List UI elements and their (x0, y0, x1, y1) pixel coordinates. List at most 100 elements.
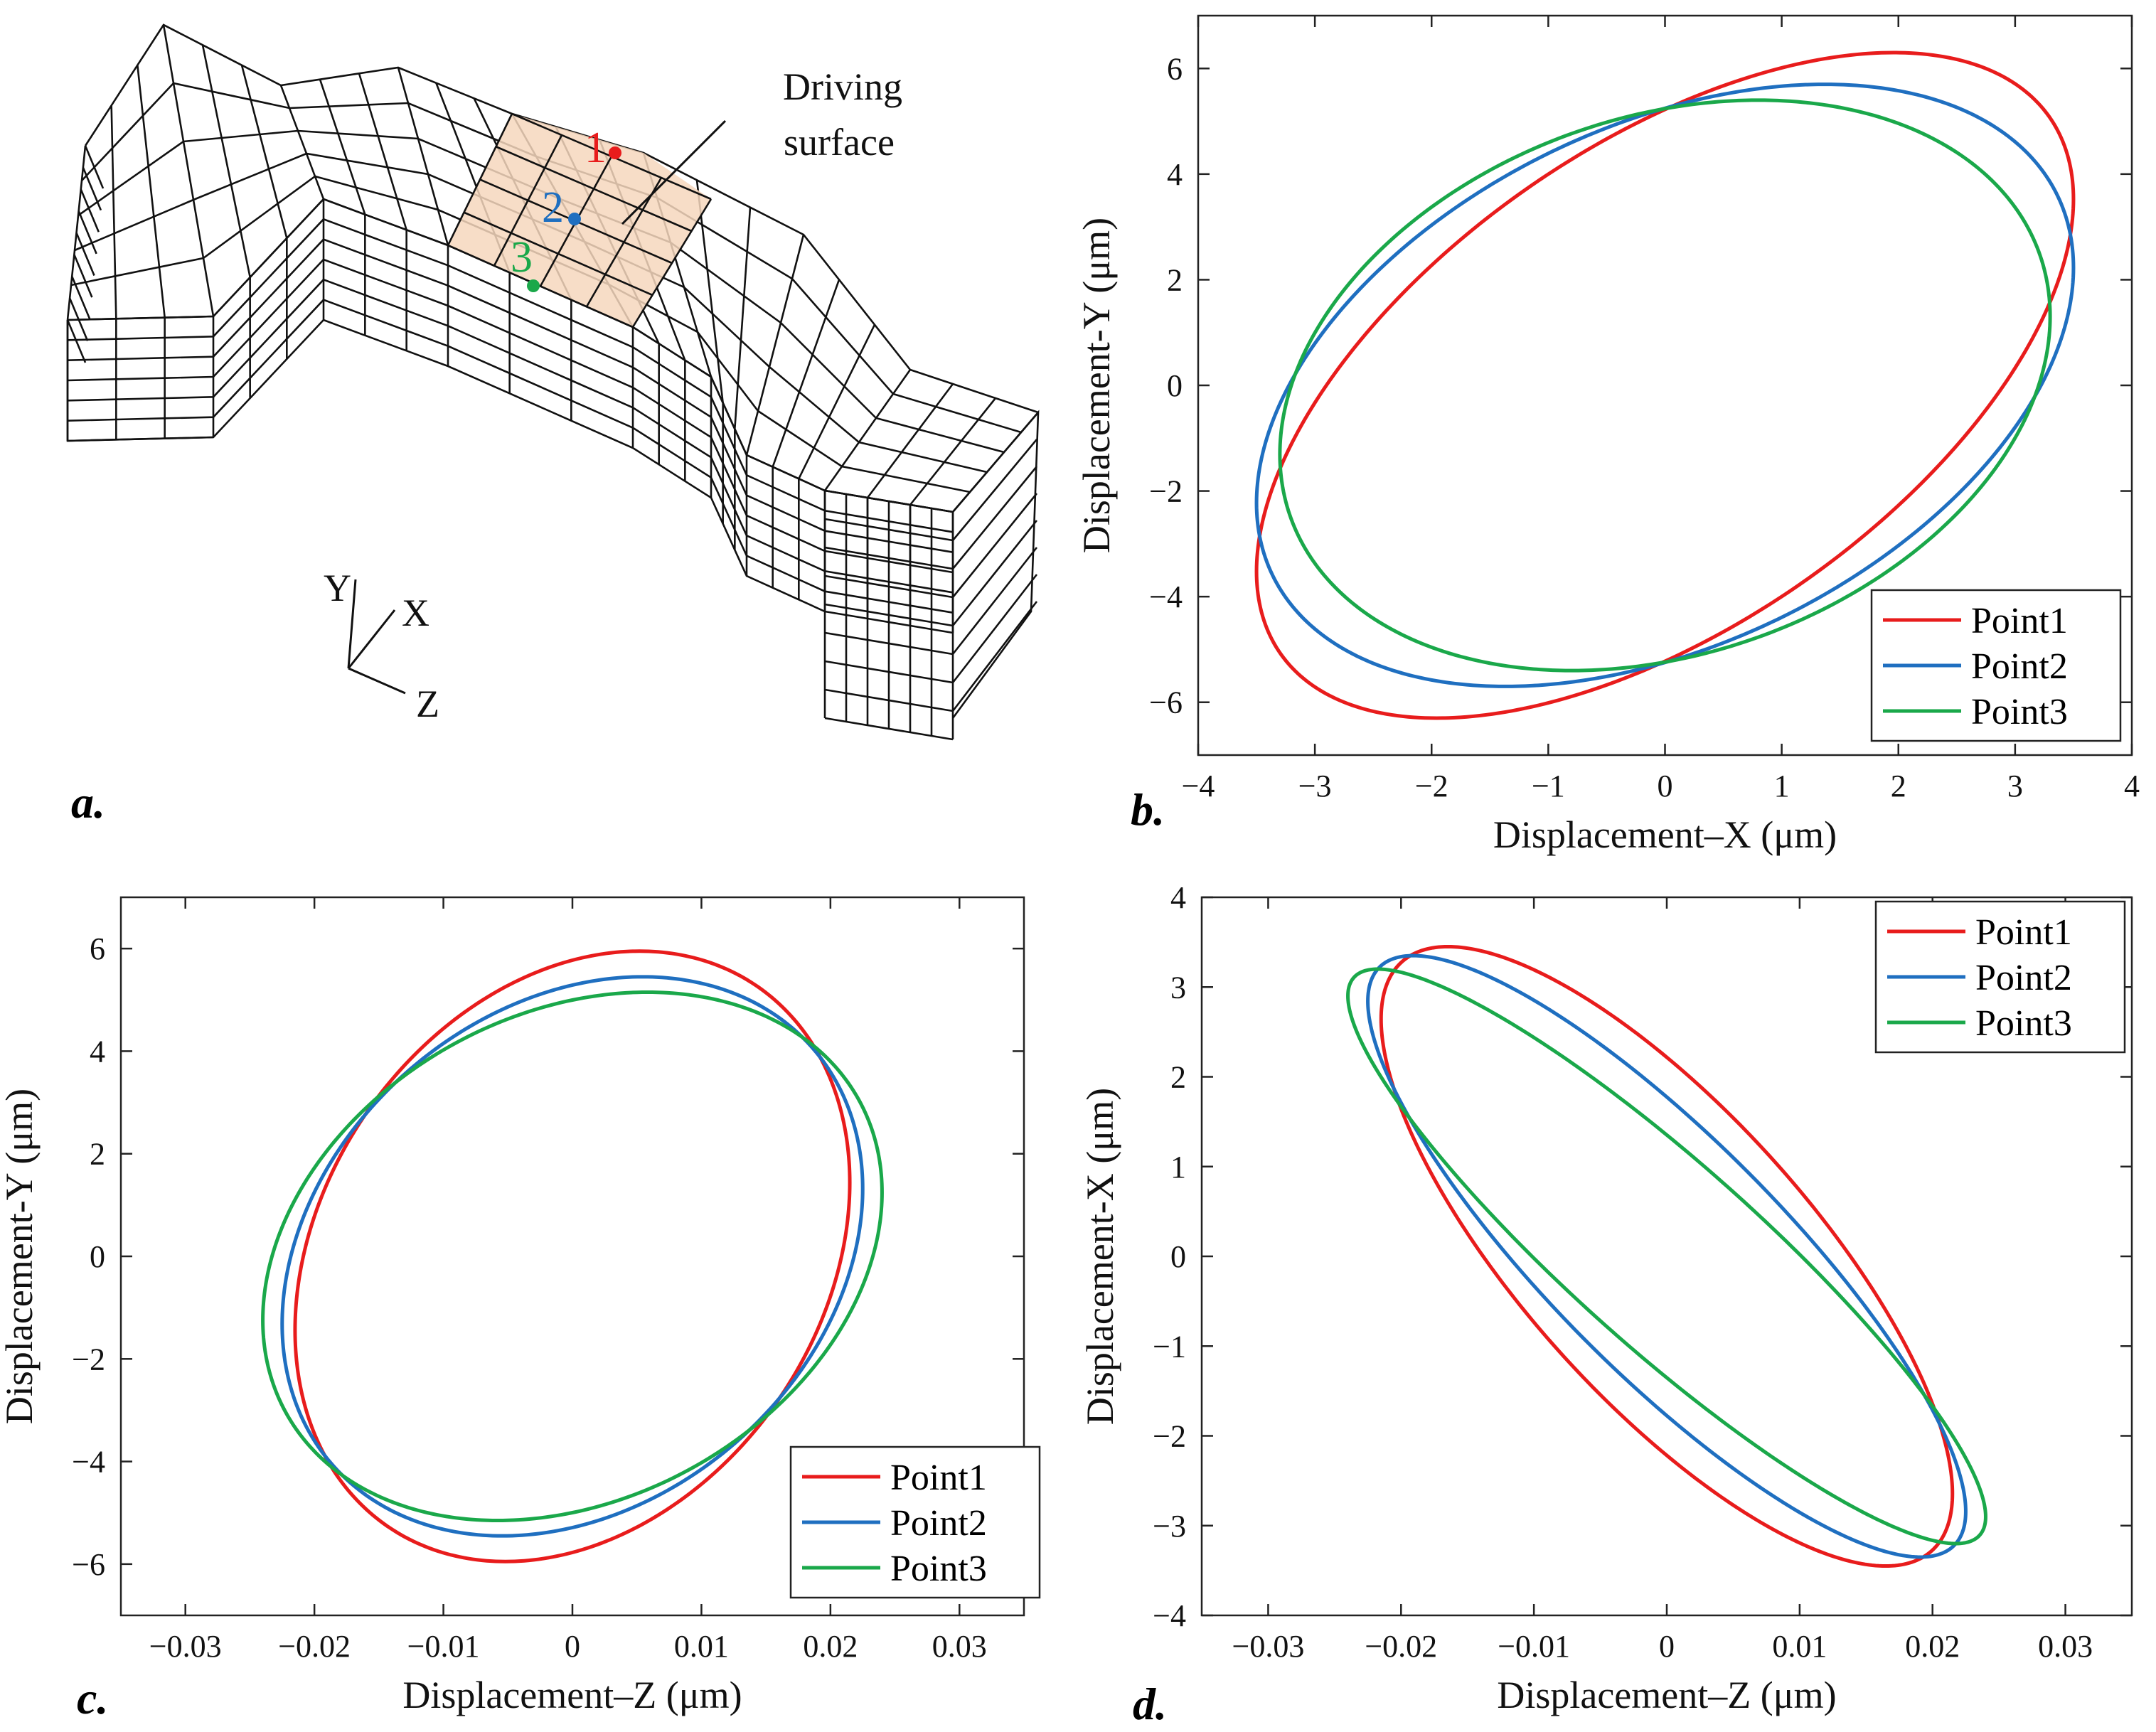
mesh-edge (279, 85, 325, 200)
panel-label-d: d. (1133, 1679, 1167, 1729)
axis-label-y: Y (324, 567, 351, 609)
x-tick-label: −0.02 (1365, 1629, 1437, 1664)
plot-area-d: −0.03 −0.02 −0.01 0 0.01 0.02 0.03 −4 −3 −2 −1 0 1 2 3… (1079, 880, 2133, 1716)
x-tick-label: 0 (565, 1629, 580, 1664)
mesh-edge (951, 601, 1038, 712)
series-point1-curve (293, 949, 852, 1563)
mesh-edge (951, 574, 1038, 683)
x-tick-label: 3 (2007, 769, 2023, 803)
y-tick-label: 3 (1170, 970, 1186, 1005)
mesh-edge (67, 278, 954, 594)
x-tick-label: 1 (1774, 769, 1790, 803)
panel-label-b: b. (1131, 784, 1165, 835)
axis-label-x: X (402, 592, 429, 634)
x-tick-label: 0.03 (2038, 1629, 2093, 1664)
legend-label-point1: Point1 (1971, 601, 2068, 641)
mesh-edge (67, 319, 954, 634)
y-tick-label: −6 (1149, 685, 1183, 720)
x-tick-label: −0.01 (407, 1629, 480, 1664)
legend: Point1 Point2 Point3 (1874, 900, 2126, 1054)
y-tick-label: −3 (1153, 1509, 1186, 1544)
panel-d-chart: −0.03 −0.02 −0.01 0 0.01 0.02 0.03 −4 −3 −2 −1 0 1 2 3… (1079, 880, 2133, 1729)
mesh-edge (397, 67, 449, 246)
mesh-edge (952, 439, 1037, 541)
panel-label-c: c. (77, 1673, 108, 1723)
mesh-edge (67, 258, 954, 574)
y-tick-label: −2 (72, 1342, 105, 1376)
driving-surface-label-line1: Driving (783, 65, 902, 108)
axis-label-z: Z (416, 683, 439, 725)
point3-label: 3 (511, 233, 533, 282)
legend-label-point3: Point3 (1971, 692, 2068, 732)
x-tick-label: 0 (1658, 769, 1673, 803)
x-tick-label: −0.02 (278, 1629, 351, 1664)
mesh-edge (798, 324, 876, 479)
mesh-edge (447, 244, 634, 328)
x-tick-label: 0.02 (1905, 1629, 1960, 1664)
driving-surface-leader-line (621, 119, 727, 225)
x-tick-label: 0 (1659, 1629, 1675, 1664)
x-tick-label: −3 (1298, 769, 1332, 803)
legend-label-point1: Point1 (890, 1458, 987, 1498)
series-point2-curve (1254, 82, 2076, 688)
y-tick-label: 0 (90, 1239, 105, 1274)
mesh-edge (67, 299, 954, 614)
mesh-edge (951, 410, 1040, 719)
mesh-edge (240, 65, 288, 239)
legend: Point1 Point2 Point3 (1870, 589, 2122, 742)
y-axis-label: Displacement-Y (μm) (1075, 218, 1118, 553)
point1-label: 1 (585, 124, 607, 172)
y-tick-label: −1 (1153, 1329, 1186, 1364)
x-tick-label: −1 (1532, 769, 1565, 803)
mesh-edge (823, 369, 912, 491)
legend-label-point2: Point2 (890, 1503, 987, 1544)
plot-area-b: −4 −3 −2 −1 0 1 2 3 4 −6 −4 −2 0 2 4 6 Displacement–X (μ… (1075, 14, 2140, 856)
series-point2-curve (280, 975, 865, 1538)
y-tick-label: −4 (1149, 579, 1183, 614)
x-tick-label: 4 (2124, 769, 2140, 803)
panel-label-a: a. (71, 777, 105, 828)
panel-a-mesh-model: Driving surface 1 2 3 Y X Z a. (66, 23, 1040, 828)
mesh-edge (67, 218, 954, 533)
mesh-edge (319, 79, 366, 215)
series-point3-curve (1346, 967, 1987, 1546)
legend-label-point2: Point2 (1975, 958, 2072, 998)
mesh-edge (631, 198, 713, 328)
y-tick-label: 6 (90, 931, 105, 966)
driving-surface-label-line2: surface (784, 121, 895, 164)
mesh-edge (866, 383, 954, 498)
y-axis-label: Displacement-Y (μm) (0, 1089, 41, 1424)
point1-marker (609, 146, 621, 159)
mesh-edge (82, 167, 102, 211)
mesh-edge (951, 493, 1038, 598)
mesh-edge (75, 232, 95, 276)
mesh-edge (951, 520, 1038, 626)
mesh-edge (84, 145, 105, 189)
mesh-edge (78, 210, 97, 255)
mesh-edge (80, 188, 100, 232)
x-axis-label: Displacement–X (μm) (1493, 813, 1837, 856)
panel-c-chart: −0.03 −0.02 −0.01 0 0.01 0.02 0.03 −6 −4 −2 0 2 4 6 Di… (0, 896, 1041, 1723)
mesh-edge (66, 319, 87, 363)
x-tick-label: 2 (1891, 769, 1906, 803)
y-tick-label: −2 (1153, 1419, 1186, 1454)
y-tick-label: 4 (1167, 157, 1183, 192)
mesh-edge (137, 65, 166, 318)
legend-label-point3: Point3 (1975, 1003, 2072, 1044)
point3-marker (527, 279, 540, 292)
y-tick-label: 4 (1170, 880, 1186, 915)
y-tick-label: 4 (90, 1034, 105, 1069)
y-tick-label: 2 (1170, 1060, 1186, 1095)
series-point2-curve (1366, 953, 1968, 1559)
point2-marker (568, 213, 581, 225)
y-tick-label: −2 (1149, 474, 1183, 509)
x-tick-label: −0.01 (1498, 1629, 1570, 1664)
panel-b-chart: −4 −3 −2 −1 0 1 2 3 4 −6 −4 −2 0 2 4 6 Displacement–X (μ… (1075, 14, 2140, 856)
x-axis-label: Displacement–Z (μm) (402, 1674, 742, 1716)
mesh-edge (67, 238, 954, 553)
coordinate-axes (347, 579, 406, 695)
y-tick-label: 0 (1170, 1239, 1186, 1274)
mesh-edge (951, 466, 1038, 570)
mesh-edge (463, 211, 653, 296)
mesh-edge (909, 397, 997, 506)
